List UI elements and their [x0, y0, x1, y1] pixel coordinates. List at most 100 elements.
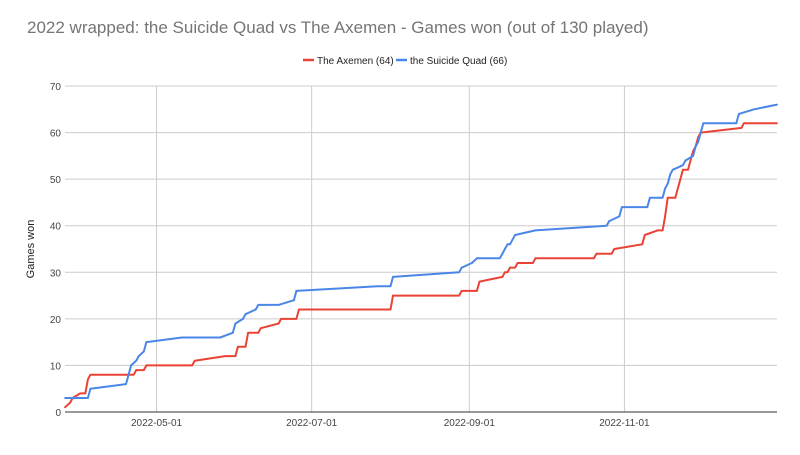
data-point [661, 229, 664, 232]
data-point [620, 206, 623, 208]
data-point [69, 401, 71, 404]
data-point [257, 331, 260, 334]
data-point [776, 122, 778, 125]
data-point [664, 215, 667, 218]
data-point [142, 350, 145, 353]
data-point [458, 294, 461, 297]
legend-label-1: the Suicide Quad (66) [410, 56, 507, 67]
data-point [679, 178, 682, 181]
data-point [392, 294, 394, 297]
data-point [478, 280, 481, 283]
data-point [242, 317, 244, 320]
data-point [280, 317, 283, 320]
y-axis-title: Games won [25, 220, 37, 279]
data-point [514, 266, 516, 269]
data-point [277, 322, 280, 325]
data-point [656, 229, 659, 232]
data-point [86, 378, 89, 381]
data-point [476, 290, 478, 292]
data-point [697, 140, 700, 143]
data-point [641, 243, 644, 246]
data-point [237, 345, 239, 348]
data-point [125, 383, 127, 385]
x-tick-label: 2022-07-01 [286, 418, 338, 429]
data-point [476, 257, 478, 260]
data-point [191, 364, 194, 367]
data-point [64, 406, 66, 409]
data-point [392, 276, 394, 278]
legend: The Axemen (64) the Suicide Quad (66) [303, 56, 507, 67]
data-point [534, 257, 537, 260]
data-point [610, 252, 613, 255]
data-point [776, 103, 778, 106]
data-point [145, 364, 148, 367]
data-point [605, 224, 608, 227]
data-point [514, 234, 516, 236]
data-point [676, 187, 679, 190]
data-point [516, 262, 519, 264]
x-tick-label: 2022-09-01 [444, 418, 496, 429]
data-point [295, 290, 298, 292]
x-tick-label: 2022-05-01 [131, 418, 183, 429]
data-point [671, 168, 674, 171]
data-point [666, 196, 669, 199]
data-point [79, 392, 82, 395]
data-point [376, 285, 379, 288]
data-point [689, 159, 692, 162]
data-point [234, 355, 237, 358]
data-point [295, 317, 298, 320]
data-point [735, 122, 738, 125]
data-point [692, 154, 694, 157]
data-point [234, 322, 237, 325]
data-point [664, 187, 667, 190]
data-point [737, 113, 740, 115]
data-point [259, 327, 262, 330]
series-lines [64, 103, 778, 409]
y-tick-label: 40 [50, 222, 62, 233]
data-point [618, 215, 621, 218]
data-point [682, 168, 684, 171]
data-point [648, 196, 651, 199]
data-point [506, 271, 509, 274]
data-point [534, 229, 537, 232]
data-point [84, 392, 87, 395]
data-point [694, 145, 697, 148]
y-tick-label: 30 [50, 268, 62, 279]
data-point [135, 359, 138, 362]
data-point [135, 369, 138, 371]
data-point [244, 313, 247, 316]
data-point [142, 369, 145, 371]
data-point [501, 276, 504, 278]
axes: 0 10 20 30 40 50 60 70 2022-05-01 2022-07-01 2022-… [25, 82, 777, 429]
data-point [277, 303, 280, 306]
series-line-1 [65, 103, 778, 399]
data-point [753, 108, 756, 111]
legend-label-0: The Axemen (64) [317, 56, 394, 67]
data-point [613, 248, 616, 250]
data-point [669, 173, 672, 176]
data-point [458, 271, 461, 274]
data-point [699, 131, 702, 134]
data-point [509, 243, 511, 246]
data-point [193, 359, 196, 362]
data-point [219, 336, 222, 339]
y-tick-label: 0 [55, 408, 61, 419]
data-point [740, 127, 743, 129]
data-point [643, 234, 646, 236]
data-point [132, 373, 135, 376]
data-point [666, 182, 669, 185]
data-point [89, 387, 92, 390]
data-point [702, 122, 705, 125]
chart-title: 2022 wrapped: the Suicide Quad vs The Ax… [27, 18, 649, 37]
data-point [498, 257, 501, 260]
data-point [608, 220, 611, 222]
data-point [145, 341, 148, 344]
data-point [130, 364, 133, 367]
y-tick-label: 50 [50, 175, 62, 186]
data-point [506, 243, 509, 246]
data-point [501, 252, 504, 255]
data-point [504, 271, 506, 274]
series-line-0 [64, 122, 777, 409]
